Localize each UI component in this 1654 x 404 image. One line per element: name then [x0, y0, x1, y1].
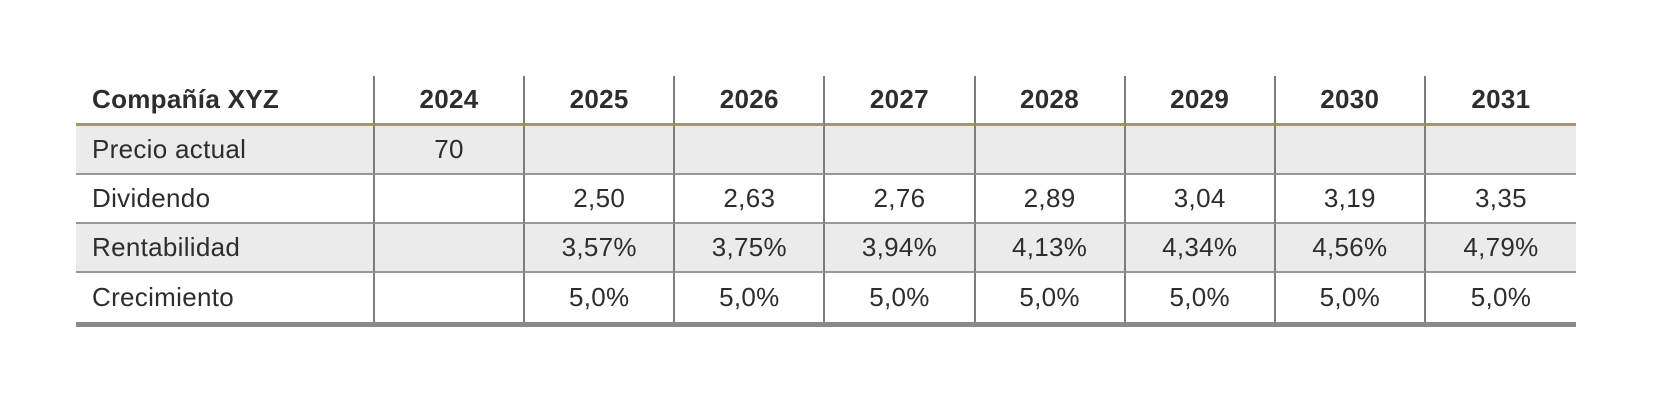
cell-value: 3,04 [1125, 175, 1276, 224]
cell-value: 3,35 [1425, 175, 1576, 224]
cell-value: 2,50 [525, 175, 676, 224]
cell-value [1275, 126, 1426, 175]
cell-value: 5,0% [1275, 273, 1426, 322]
row-label: Dividendo [76, 175, 375, 224]
cell-value: 3,94% [825, 224, 976, 273]
year-header-2025: 2025 [525, 76, 676, 126]
table-grid: Compañía XYZ 2024 2025 2026 2027 2028 2029 2030… [76, 76, 1576, 322]
cell-value [1125, 126, 1276, 175]
cell-value [825, 126, 976, 175]
cell-value: 5,0% [825, 273, 976, 322]
cell-value: 4,79% [1425, 224, 1576, 273]
year-header-2030: 2030 [1275, 76, 1426, 126]
cell-value: 5,0% [675, 273, 826, 322]
cell-value: 3,75% [675, 224, 826, 273]
year-header-2026: 2026 [675, 76, 826, 126]
cell-value: 4,56% [1275, 224, 1426, 273]
cell-value [375, 175, 526, 224]
table-title: Compañía XYZ [76, 76, 375, 126]
row-label: Precio actual [76, 126, 375, 175]
cell-value: 2,76 [825, 175, 976, 224]
cell-value: 4,13% [975, 224, 1126, 273]
year-header-2031: 2031 [1425, 76, 1576, 126]
cell-value [975, 126, 1126, 175]
cell-value: 2,63 [675, 175, 826, 224]
dividend-projection-table: Compañía XYZ 2024 2025 2026 2027 2028 2029 2030… [76, 76, 1576, 327]
cell-value: 5,0% [975, 273, 1126, 322]
cell-value: 5,0% [525, 273, 676, 322]
row-label: Crecimiento [76, 273, 375, 322]
cell-value: 2,89 [975, 175, 1126, 224]
cell-value [675, 126, 826, 175]
year-header-2024: 2024 [375, 76, 526, 126]
cell-value: 3,19 [1275, 175, 1426, 224]
cell-value [525, 126, 676, 175]
year-header-2027: 2027 [825, 76, 976, 126]
cell-value [1425, 126, 1576, 175]
cell-value: 5,0% [1425, 273, 1576, 322]
cell-value: 5,0% [1125, 273, 1276, 322]
cell-value: 3,57% [525, 224, 676, 273]
cell-value [375, 224, 526, 273]
cell-value: 70 [375, 126, 526, 175]
cell-value [375, 273, 526, 322]
cell-value: 4,34% [1125, 224, 1276, 273]
year-header-2028: 2028 [975, 76, 1126, 126]
year-header-2029: 2029 [1125, 76, 1276, 126]
row-label: Rentabilidad [76, 224, 375, 273]
